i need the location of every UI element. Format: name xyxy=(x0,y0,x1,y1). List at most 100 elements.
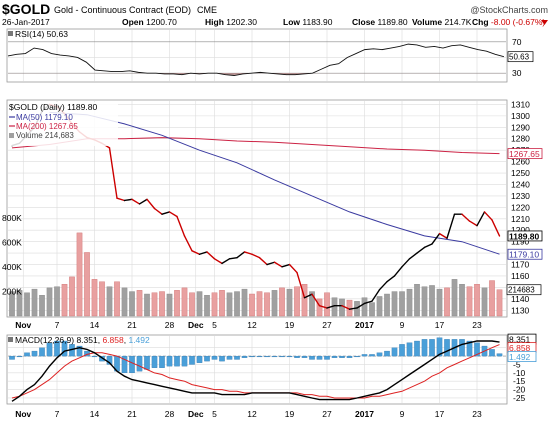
macd-histogram-bar xyxy=(264,355,270,358)
x-tick-label: 21 xyxy=(127,409,137,419)
macd-histogram-bar xyxy=(159,355,165,368)
volume-bar xyxy=(376,296,383,317)
volume-bar xyxy=(496,289,503,317)
volume-bar xyxy=(69,276,75,317)
price-segment xyxy=(146,198,156,210)
macd-histogram-bar xyxy=(241,355,248,358)
x-tick-label: 23 xyxy=(472,320,482,330)
macd-histogram-bar xyxy=(54,340,60,357)
price-segment xyxy=(228,256,238,260)
volume-bar xyxy=(249,293,255,317)
volume-bar xyxy=(444,287,450,317)
macd-last-label: 6.858 xyxy=(509,343,531,353)
macd-histogram-bar xyxy=(31,350,38,357)
macd-histogram-bar xyxy=(354,355,360,358)
volume-bar xyxy=(466,286,473,317)
macd-histogram-bar xyxy=(376,352,383,357)
macd-histogram-bar xyxy=(436,337,443,357)
volume-bar xyxy=(324,292,330,317)
price-segment xyxy=(438,232,448,239)
macd-histogram-bar xyxy=(174,355,180,367)
volume-bar xyxy=(286,288,293,317)
price-segment xyxy=(251,253,261,259)
x-tick-label: 5 xyxy=(212,320,217,330)
quote-date: 26-Jan-2017 xyxy=(2,17,50,27)
macd-histogram-bar xyxy=(301,355,308,358)
x-tick-label: 9 xyxy=(400,320,405,330)
volume-bar xyxy=(136,290,143,317)
volume-bar xyxy=(39,295,45,317)
price-segment xyxy=(341,305,351,310)
macd-panel xyxy=(6,334,508,405)
macd-line xyxy=(11,340,500,402)
price-y-tick: 1210 xyxy=(511,214,530,224)
price-segment xyxy=(318,305,328,309)
price-segment xyxy=(281,263,291,268)
macd-histogram-bar xyxy=(324,355,330,360)
macd-histogram-bar xyxy=(286,355,293,358)
close-value: 1189.80 xyxy=(378,17,408,27)
axis-labels: Nov Nov 7 7 14 14 21 21 28 28 Dec Dec 5 5 12 12 19 19 27 27… xyxy=(2,37,543,419)
volume-bar xyxy=(166,293,173,317)
volume-bar xyxy=(226,292,233,317)
x-tick-label: 21 xyxy=(127,320,137,330)
volume-bar xyxy=(421,286,428,317)
macd-legend-signal: 6.858 xyxy=(102,335,124,345)
price-segment xyxy=(423,243,433,249)
volume-bar xyxy=(451,279,458,317)
volume-bar xyxy=(16,290,23,317)
volume-bar xyxy=(84,252,90,317)
macd-histogram-bar xyxy=(196,355,203,363)
macd-y-tick: -5 xyxy=(513,359,521,369)
macd-histogram-bar xyxy=(61,340,68,357)
price-segment xyxy=(153,207,163,215)
macd-histogram-bar xyxy=(391,347,398,357)
volume-bar xyxy=(121,287,128,317)
price-segment xyxy=(348,307,358,310)
x-tick-label: 27 xyxy=(322,409,332,419)
price-segment xyxy=(236,251,246,259)
price-segment xyxy=(273,261,283,268)
price-segment xyxy=(431,232,441,245)
price-segment xyxy=(161,211,171,215)
macd-last-label: 1.492 xyxy=(509,352,531,362)
volume-bar xyxy=(406,288,413,317)
volume-bar xyxy=(31,288,38,317)
price-segment xyxy=(416,246,426,254)
macd-histogram-bar xyxy=(204,355,210,362)
macd-histogram-bar xyxy=(76,345,83,357)
volume-bar xyxy=(196,291,203,317)
volume-bars xyxy=(9,232,503,317)
volume-bar xyxy=(489,280,495,317)
price-last-box xyxy=(507,148,543,160)
volume-label: Volume xyxy=(412,17,442,27)
price-segment xyxy=(311,293,321,307)
x-tick-label: Nov xyxy=(15,320,31,330)
price-segment xyxy=(303,293,313,299)
volume-bar xyxy=(436,288,443,317)
rsi-legend-text: RSI(14) 50.63 xyxy=(15,29,68,39)
macd-histogram-bar xyxy=(121,355,128,374)
x-tick-label: Dec xyxy=(188,320,204,330)
price-y-tick: 1250 xyxy=(511,168,530,178)
price-segment xyxy=(401,258,411,268)
volume-bar xyxy=(459,284,465,317)
volume-bar xyxy=(61,284,68,317)
price-last-box xyxy=(507,248,543,260)
exchange-label: CME xyxy=(197,5,217,15)
x-tick-label: 28 xyxy=(165,320,175,330)
x-tick-label: 17 xyxy=(435,409,445,419)
gridlines xyxy=(8,30,506,403)
macd-histogram-bar xyxy=(271,355,278,358)
price-segment xyxy=(356,302,366,309)
macd-legend-macd: 8.351 xyxy=(76,335,98,345)
volume-bar xyxy=(384,293,390,317)
macd-histogram-bar xyxy=(474,342,480,357)
svg-text:High 1202.30: High 1202.30 xyxy=(205,17,257,27)
ma50-line xyxy=(49,111,500,255)
macd-histogram-bar xyxy=(256,355,263,358)
macd-last-box xyxy=(507,351,537,363)
price-segment xyxy=(168,211,178,218)
macd-y-tick: -20 xyxy=(513,385,526,395)
price-segment xyxy=(476,211,486,227)
